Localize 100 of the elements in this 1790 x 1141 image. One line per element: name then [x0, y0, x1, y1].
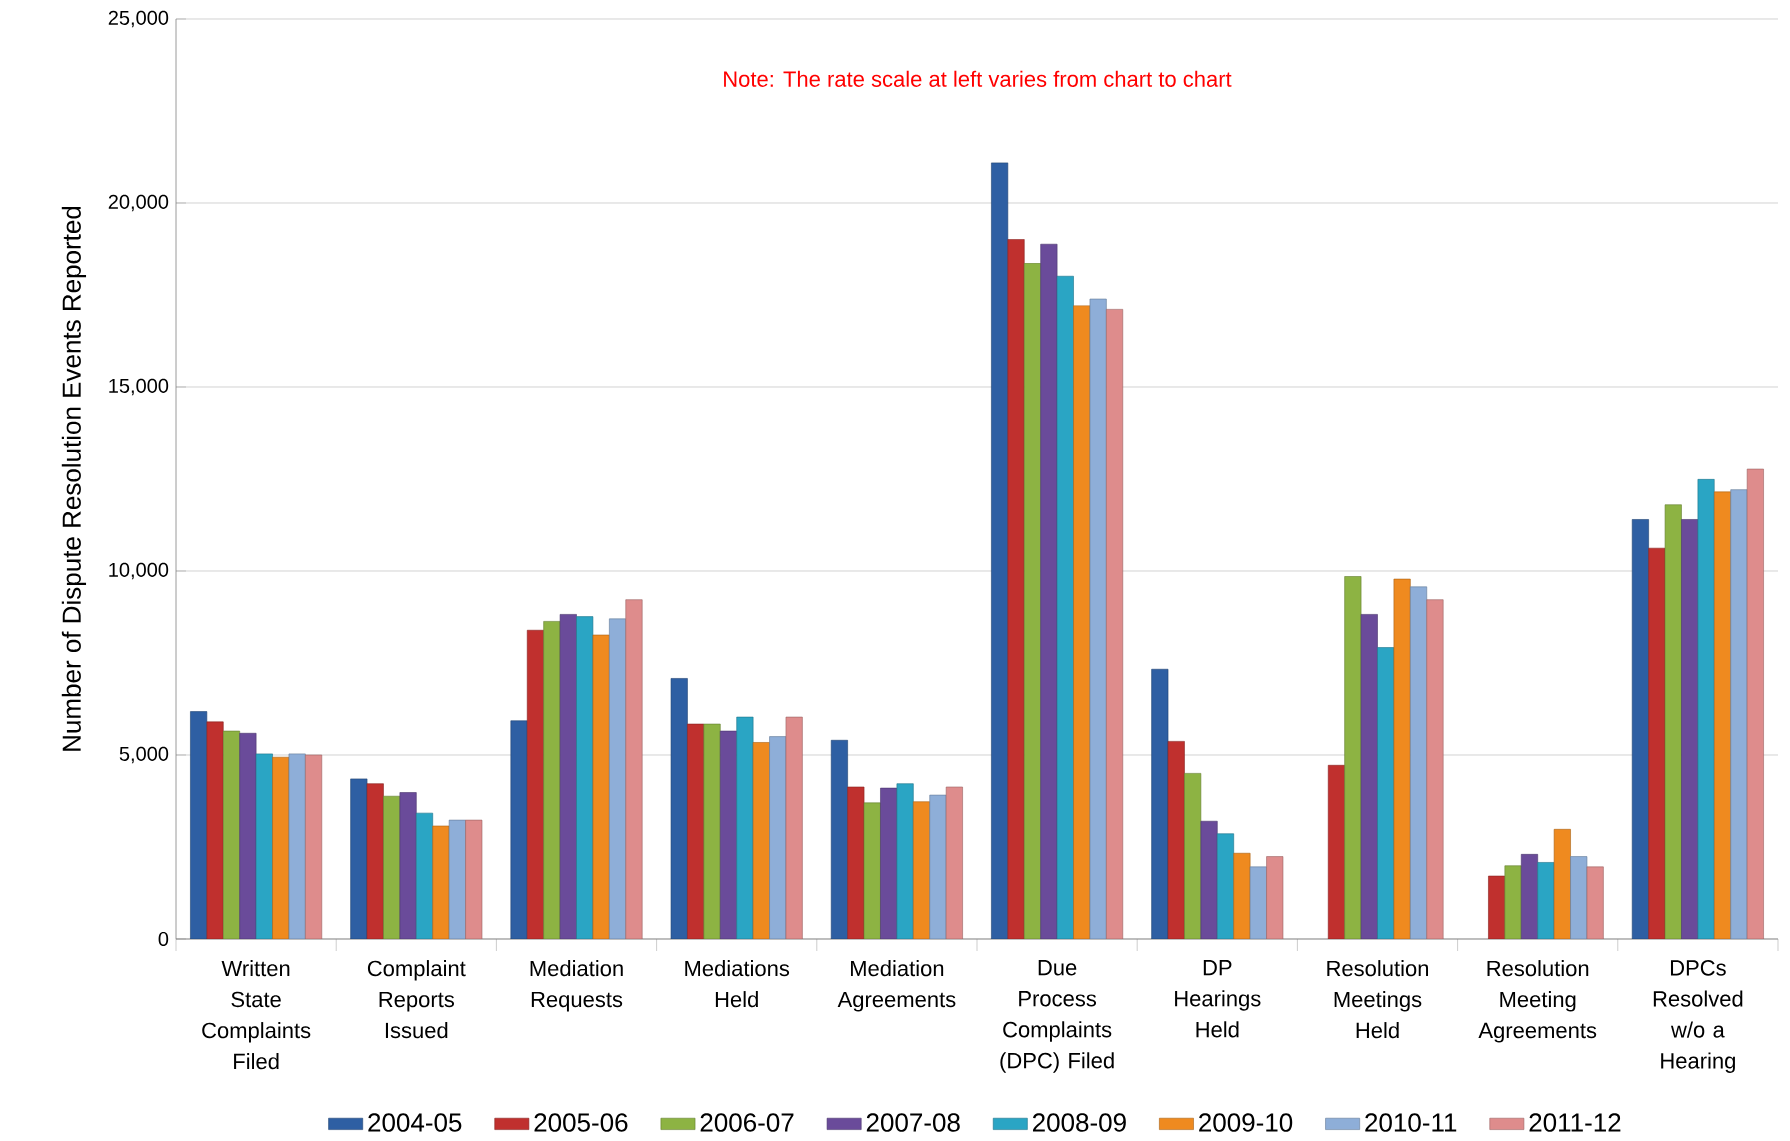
- bar: [687, 723, 705, 939]
- bar: [1151, 668, 1169, 939]
- legend-label: 2005-06: [534, 1113, 628, 1132]
- bar: [222, 730, 240, 939]
- y-tick-label: 20,000: [108, 194, 169, 212]
- x-tick-label: Mediation Requests: [530, 960, 623, 1012]
- bar: [1023, 263, 1041, 939]
- bar: [510, 720, 528, 939]
- bar: [1631, 519, 1649, 939]
- bar: [1410, 586, 1428, 939]
- bar: [609, 618, 627, 939]
- y-axis-title: Number of Dispute Resolution Events Reported: [61, 206, 87, 751]
- bar: [465, 819, 483, 939]
- bar: [1200, 820, 1218, 939]
- bar: [350, 778, 368, 939]
- x-tick-label: Mediations Held: [685, 960, 790, 1008]
- bar: [1249, 866, 1267, 939]
- legend-label: 2009-10: [1199, 1113, 1293, 1132]
- x-tick-label: Written State Complaints Filed: [202, 960, 311, 1070]
- bar: [703, 723, 721, 939]
- bar: [1393, 578, 1411, 939]
- bar: [785, 716, 803, 939]
- bar: [416, 812, 434, 939]
- bar: [206, 721, 224, 939]
- bar: [1184, 773, 1202, 939]
- legend-label: 2004-05: [368, 1113, 462, 1132]
- bar: [1681, 519, 1699, 939]
- bar: [1553, 829, 1571, 939]
- bar: [929, 794, 947, 939]
- bar: [1040, 243, 1058, 939]
- y-tick-label: 0: [158, 931, 169, 947]
- bar: [448, 819, 466, 939]
- bar: [239, 732, 257, 939]
- bar: [1233, 852, 1251, 939]
- bar: [526, 629, 544, 939]
- bar: [576, 616, 594, 939]
- x-tick-label: Complaint Reports Issued: [367, 960, 466, 1039]
- legend-label: 2011-12: [1529, 1113, 1621, 1132]
- bar: [625, 599, 643, 939]
- bar: [880, 787, 898, 939]
- x-tick-label: DP Hearings Held: [1175, 960, 1261, 1038]
- bar: [896, 783, 914, 939]
- bar: [1217, 833, 1235, 939]
- bar: [913, 801, 931, 939]
- bar: [1073, 305, 1091, 939]
- y-tick-label: 25,000: [108, 10, 169, 28]
- annotation: Note: The rate scale at left varies from chart to chart: [724, 70, 1232, 87]
- bar: [1664, 504, 1682, 939]
- bar: [1504, 865, 1522, 939]
- bar: [1167, 741, 1185, 939]
- bar: [288, 753, 306, 939]
- x-tick-label: DPCs Resolved w/o a Hearing: [1653, 960, 1743, 1073]
- bar: [863, 802, 881, 939]
- bar: [719, 730, 737, 939]
- bar: [1360, 614, 1378, 939]
- bar: [830, 739, 848, 939]
- bar: [1570, 856, 1588, 939]
- bar: [543, 621, 561, 939]
- bar: [559, 614, 577, 939]
- bar: [1007, 239, 1025, 939]
- bar: [1714, 491, 1732, 939]
- bar: [383, 795, 401, 939]
- bar: [190, 711, 208, 939]
- bar: [670, 678, 688, 939]
- bar: [1520, 854, 1538, 939]
- bar: [1056, 275, 1074, 939]
- legend-label: 2006-07: [700, 1113, 794, 1132]
- bar: [272, 756, 290, 939]
- bar: [1266, 856, 1284, 939]
- legend-label: 2008-09: [1032, 1113, 1126, 1132]
- bar: [1648, 547, 1666, 939]
- x-tick-label: Resolution Meeting Agreements: [1478, 960, 1597, 1043]
- legend-label: 2010-11: [1365, 1113, 1457, 1132]
- bar: [1697, 479, 1715, 939]
- bar: [1106, 309, 1124, 939]
- bar: [769, 736, 787, 939]
- bar: [736, 716, 754, 939]
- bar: [305, 754, 323, 939]
- bar: [1426, 599, 1444, 939]
- bar: [752, 742, 770, 939]
- bar: [1377, 647, 1395, 939]
- y-tick-label: 15,000: [109, 378, 169, 396]
- bar: [1344, 576, 1362, 939]
- bar: [366, 783, 384, 939]
- x-tick-label: Resolution Meetings Held: [1327, 960, 1429, 1039]
- bar: [1730, 489, 1748, 939]
- legend-label: 2007-08: [866, 1113, 960, 1132]
- bar: [432, 825, 450, 939]
- bar: [991, 162, 1009, 939]
- bar: [399, 792, 417, 939]
- bar: [1089, 298, 1107, 939]
- bar: [1746, 468, 1764, 939]
- bar: [255, 753, 273, 939]
- y-tick-label: 10,000: [109, 562, 169, 580]
- bar: [945, 786, 963, 939]
- y-tick-label: 5,000: [119, 746, 169, 764]
- bar: [592, 634, 610, 939]
- bar: [847, 786, 865, 939]
- x-tick-label: Mediation Agreements: [837, 960, 956, 1012]
- x-tick-label: Due Process Complaints (DPC) Filed: [1000, 960, 1114, 1073]
